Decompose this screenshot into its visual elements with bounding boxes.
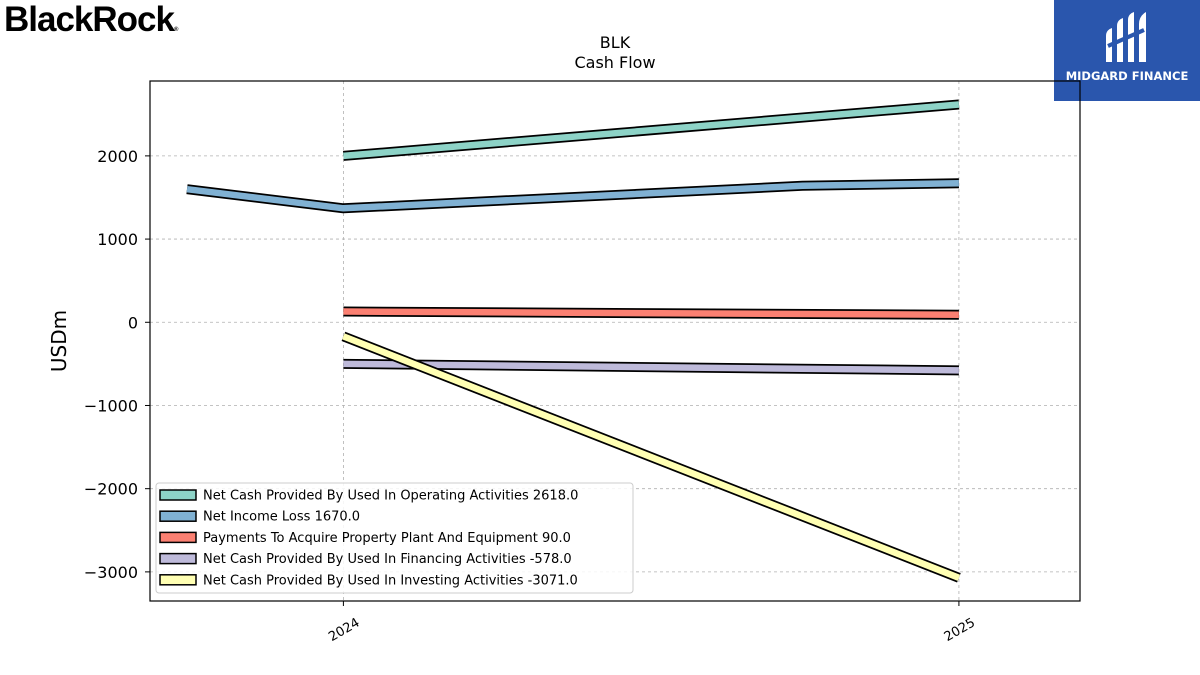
series-line — [343, 101, 960, 160]
partner-logo: MIDGARD FINANCE — [1054, 0, 1200, 101]
y-tick-label: 2000 — [97, 147, 138, 166]
y-tick-label: 0 — [128, 313, 138, 332]
plot-frame — [149, 80, 1081, 602]
brand-name: BlackRock — [4, 0, 175, 39]
legend: Net Cash Provided By Used In Operating A… — [155, 482, 634, 594]
legend-swatch — [159, 531, 197, 544]
y-tick-label: −3000 — [84, 563, 138, 582]
y-tick-label: −1000 — [84, 396, 138, 415]
series-line — [343, 360, 959, 374]
series-2 — [186, 178, 959, 214]
legend-item: Net Income Loss 1670.0 — [159, 510, 360, 525]
partner-name: MIDGARD FINANCE — [1065, 69, 1189, 83]
y-axis-label: USDm — [47, 310, 71, 372]
axes: 2000 1000 0 −1000 −2000 −3000 2024 2025 — [84, 147, 978, 645]
chart-title: BLK — [600, 33, 631, 52]
legend-swatch — [159, 489, 197, 501]
legend-box — [155, 482, 634, 594]
legend-item: Net Cash Provided By Used In Operating A… — [159, 489, 578, 504]
legend-label: Net Cash Provided By Used In Financing A… — [203, 552, 572, 567]
x-tick-label: 2025 — [942, 615, 978, 645]
legend-swatch — [159, 574, 197, 586]
series-line — [342, 333, 961, 581]
legend-item: Payments To Acquire Property Plant And E… — [159, 531, 571, 546]
brand-logo: BlackRock® — [4, 0, 178, 40]
legend-item: Net Cash Provided By Used In Financing A… — [159, 552, 572, 567]
series-1 — [342, 99, 960, 161]
series-lines — [186, 99, 961, 583]
legend-swatch — [159, 510, 197, 522]
series-3 — [343, 306, 959, 320]
chart-subtitle: Cash Flow — [574, 53, 655, 72]
series-line — [343, 308, 959, 319]
series-4 — [343, 358, 959, 376]
legend-label: Net Cash Provided By Used In Operating A… — [203, 489, 578, 504]
legend-item: Net Cash Provided By Used In Investing A… — [159, 573, 578, 588]
y-tick-label: −2000 — [84, 480, 138, 499]
series-5 — [341, 331, 961, 583]
series-line — [186, 180, 959, 212]
brand-registered-mark: ® — [173, 27, 179, 33]
y-tick-label: 1000 — [97, 230, 138, 249]
x-tick-label: 2024 — [326, 615, 362, 645]
legend-label: Payments To Acquire Property Plant And E… — [203, 531, 571, 546]
legend-swatch — [159, 552, 197, 565]
legend-label: Net Cash Provided By Used In Investing A… — [203, 573, 578, 588]
legend-label: Net Income Loss 1670.0 — [203, 510, 360, 525]
partner-emblem-icon — [1106, 12, 1146, 62]
